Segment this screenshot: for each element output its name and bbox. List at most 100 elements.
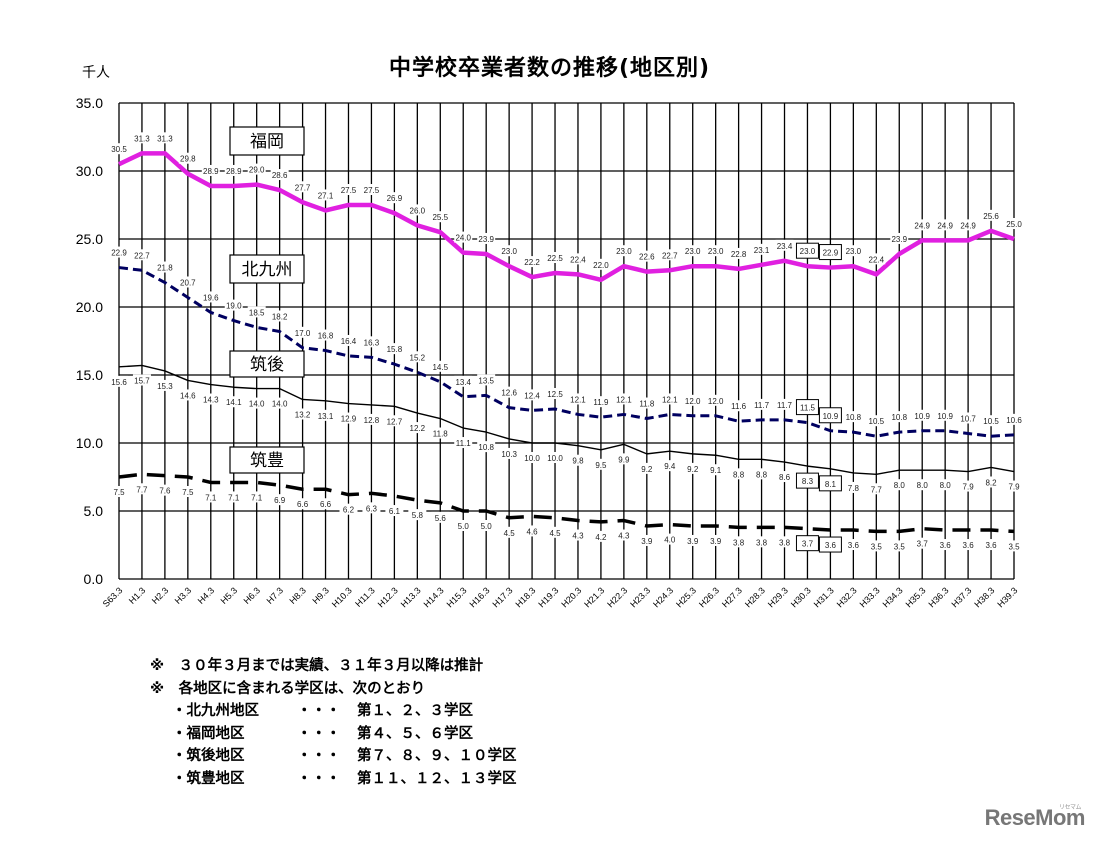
x-tick-label: H30.3: [789, 585, 813, 609]
label-background: [683, 462, 702, 474]
y-tick-label: 30.0: [76, 163, 103, 179]
data-value-label: 4.5: [549, 529, 561, 538]
data-value-label: 28.9: [203, 167, 219, 176]
data-value-label: 4.3: [618, 532, 630, 541]
data-value-label: 9.4: [664, 462, 676, 471]
label-background: [201, 393, 220, 405]
data-value-label: 25.5: [432, 213, 448, 222]
data-value-label: 12.1: [570, 395, 586, 404]
data-value-label: 23.9: [891, 235, 907, 244]
label-background: [1005, 480, 1023, 492]
series-name-label: 筑後: [250, 355, 284, 375]
district-schools: 第４、５、６学区: [357, 725, 473, 742]
data-value-label: 6.6: [297, 500, 309, 509]
x-tick-label: H25.3: [674, 585, 698, 609]
district-schools: 第１１、１２、１３学区: [357, 770, 517, 787]
label-background: [110, 143, 128, 155]
series-line-0: [118, 151, 1015, 283]
x-tick-label: H8.3: [287, 585, 308, 606]
data-value-label: 20.7: [180, 278, 196, 287]
label-background: [752, 398, 771, 410]
data-value-label: 24.9: [960, 221, 976, 230]
data-value-label: 13.4: [455, 378, 471, 387]
label-background: [591, 458, 610, 470]
label-background: [132, 374, 151, 386]
series-name-box: [229, 254, 305, 284]
label-background: [224, 164, 243, 176]
data-value-label: 4.5: [504, 529, 516, 538]
series-name-box: [229, 446, 305, 474]
data-value-label: 10.6: [1006, 416, 1022, 425]
data-value-label: 22.2: [524, 258, 540, 267]
data-value-label: 23.1: [754, 246, 770, 255]
label-background: [706, 534, 725, 546]
label-background: [867, 483, 886, 495]
data-value-label: 18.2: [272, 312, 288, 321]
data-value-label: 8.6: [779, 473, 791, 482]
label-background: [408, 204, 427, 216]
data-value-label: 17.0: [295, 329, 311, 338]
data-value-label: 29.0: [249, 166, 265, 175]
data-value-label: 11.6: [731, 402, 747, 411]
x-tick-label: H39.3: [995, 585, 1019, 609]
data-value-label: 19.0: [226, 302, 242, 311]
x-tick-label: H2.3: [150, 585, 171, 606]
label-background: [591, 530, 610, 542]
x-tick-label: H22.3: [605, 585, 629, 609]
data-value-label: 22.9: [823, 249, 839, 258]
district-name: ・筑後地区: [172, 748, 245, 764]
label-background: [110, 486, 128, 497]
x-tick-label: H15.3: [445, 585, 469, 609]
y-axis-unit-label: 千人: [82, 65, 110, 81]
data-value-label: 11.7: [754, 401, 770, 410]
label-background: [706, 245, 725, 257]
data-value-label: 28.9: [226, 167, 242, 176]
data-value-label: 9.8: [572, 457, 584, 466]
label-background: [523, 452, 542, 463]
data-value-label: 3.9: [687, 537, 699, 546]
district-item-fukuoka: ・福岡地区 ・・・ 第４、５、６学区: [150, 723, 517, 746]
data-value-label: 11.1: [456, 439, 472, 448]
data-value-label: 9.2: [641, 465, 653, 474]
data-value-label: 5.0: [481, 522, 493, 531]
x-tick-label: H24.3: [651, 585, 675, 609]
data-value-label: 12.4: [524, 391, 540, 400]
data-value-label: 9.2: [687, 465, 699, 474]
data-value-label: 22.7: [662, 251, 678, 260]
label-background: [546, 388, 565, 399]
logo-text: ReseMom: [984, 805, 1086, 830]
data-value-label: 8.3: [802, 477, 814, 486]
chart-title: 中学校卒業者数の推移(地区別): [388, 56, 711, 81]
label-background: [339, 412, 358, 424]
x-tick-label: H7.3: [265, 585, 286, 606]
data-value-label: 3.7: [802, 540, 814, 549]
data-value-label: 7.5: [182, 488, 194, 497]
label-background: [752, 468, 771, 480]
data-value-label: 23.4: [777, 242, 793, 251]
label-background: [890, 540, 909, 552]
data-value-label: 8.8: [756, 470, 768, 479]
data-value-label: 12.2: [410, 424, 426, 433]
label-background: [178, 152, 197, 164]
label-background: [729, 247, 748, 259]
x-tick-label: H31.3: [812, 585, 836, 609]
label-background: [362, 502, 381, 514]
label-background: [660, 533, 679, 545]
label-background: [385, 505, 404, 517]
x-tick-label: H33.3: [858, 585, 882, 609]
data-value-label: 10.8: [891, 413, 907, 422]
label-background: [867, 540, 886, 552]
label-background: [844, 481, 863, 493]
data-value-label: 3.8: [733, 538, 745, 547]
label-background: [362, 184, 381, 195]
data-value-label: 24.9: [937, 221, 953, 230]
data-value-label: 23.0: [501, 247, 517, 256]
label-background: [959, 480, 978, 492]
data-value-label: 11.9: [593, 398, 609, 407]
data-value-label: 25.0: [1006, 220, 1022, 229]
label-background: [385, 192, 404, 204]
data-value-label: 8.2: [985, 478, 997, 487]
label-background: [775, 471, 794, 483]
label-background: [385, 343, 404, 355]
